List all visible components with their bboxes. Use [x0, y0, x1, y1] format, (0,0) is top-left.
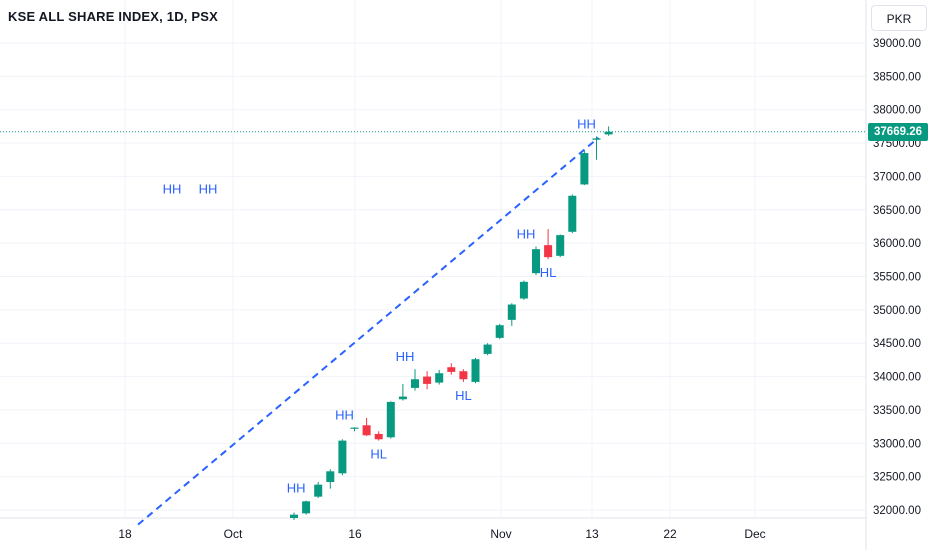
- candle-body: [507, 304, 516, 320]
- pattern-label: HH: [335, 407, 354, 422]
- price-tick-label: 36500.00: [873, 205, 921, 217]
- candle: [398, 383, 407, 401]
- candle-body: [519, 281, 528, 299]
- candle: [423, 371, 432, 390]
- price-tick-label: 36000.00: [873, 238, 921, 250]
- price-tick-label: 37000.00: [873, 171, 921, 183]
- candle: [386, 401, 395, 439]
- time-axis[interactable]: 18 Oct 16 Nov 13 22 Dec: [118, 527, 765, 541]
- candle-body: [326, 471, 335, 482]
- candle: [495, 323, 504, 340]
- price-tick-label: 38500.00: [873, 71, 921, 83]
- pattern-label: HH: [517, 226, 536, 241]
- candle-body: [423, 376, 432, 384]
- currency-button[interactable]: PKR: [871, 5, 927, 31]
- candle-body: [314, 484, 323, 497]
- candle-body: [435, 373, 444, 383]
- candle: [314, 481, 323, 498]
- candle: [435, 369, 444, 385]
- candle: [519, 280, 528, 300]
- pattern-label: HH: [199, 181, 218, 196]
- price-tick-label: 32500.00: [873, 472, 921, 484]
- candle: [374, 431, 383, 441]
- candle-body: [398, 396, 407, 400]
- candle-body: [568, 195, 577, 232]
- candle: [532, 246, 540, 276]
- pattern-label: HH: [577, 116, 596, 131]
- candle: [326, 469, 335, 489]
- chart-title: KSE ALL SHARE INDEX, 1D, PSX: [8, 9, 219, 24]
- price-tick-label: 37500.00: [873, 138, 921, 150]
- candle-body: [592, 138, 601, 140]
- price-tick-label: 33000.00: [873, 438, 921, 450]
- candle-body: [447, 367, 456, 372]
- candle-body: [495, 325, 504, 338]
- candle-body: [459, 371, 468, 380]
- last-price-label: 37669.26: [868, 123, 928, 141]
- candle: [447, 363, 456, 375]
- candle: [507, 303, 516, 326]
- price-tick-label: 38000.00: [873, 105, 921, 117]
- candle-body: [544, 245, 553, 258]
- price-tick-label: 34500.00: [873, 338, 921, 350]
- candle: [556, 234, 565, 258]
- candle-body: [374, 433, 383, 440]
- pattern-label: HH: [163, 181, 182, 196]
- candle-body: [471, 359, 480, 382]
- candle: [568, 194, 577, 234]
- annotations-layer: HH HH HL HH HL HH HL HH HH HH: [163, 116, 596, 495]
- candle-body: [532, 249, 540, 274]
- time-tick-label: 22: [663, 527, 677, 541]
- price-tick-label: 32000.00: [873, 505, 921, 517]
- pattern-label: HL: [540, 265, 557, 280]
- price-tick-label: 35500.00: [873, 272, 921, 284]
- pattern-label: HH: [396, 349, 415, 364]
- candle-body: [338, 440, 347, 474]
- price-tick-label: 35000.00: [873, 305, 921, 317]
- price-tick-label: 34000.00: [873, 372, 921, 384]
- pattern-label: HH: [287, 481, 306, 496]
- time-tick-label: Nov: [490, 527, 511, 541]
- candle: [302, 500, 311, 515]
- candle: [350, 427, 359, 432]
- candle-body: [483, 344, 492, 354]
- candle: [483, 343, 492, 356]
- candles-layer: [290, 126, 613, 521]
- trend-line-layer: [137, 136, 600, 526]
- candle: [290, 512, 298, 521]
- candle-body: [556, 235, 565, 256]
- candle-body: [290, 514, 298, 519]
- time-tick-label: Dec: [744, 527, 765, 541]
- candle: [411, 369, 419, 391]
- time-tick-label: Oct: [224, 527, 243, 541]
- candle-body: [386, 401, 395, 438]
- candle: [580, 149, 589, 186]
- time-tick-label: 13: [585, 527, 599, 541]
- candle: [471, 357, 480, 384]
- candle-body: [580, 153, 589, 185]
- candle: [604, 126, 613, 136]
- trend-line: [137, 136, 600, 526]
- candle-body: [362, 425, 371, 436]
- candle-body: [411, 379, 419, 388]
- price-axis[interactable]: 39000.00 38500.00 38000.00 37500.00 37000.00…: [873, 38, 921, 517]
- candle-body: [350, 427, 359, 429]
- candle: [544, 229, 553, 260]
- candle-body: [604, 131, 613, 135]
- candle: [459, 369, 468, 382]
- grid-lines: [0, 0, 866, 518]
- time-tick-label: 16: [348, 527, 362, 541]
- candle: [362, 417, 371, 436]
- price-tick-label: 33500.00: [873, 405, 921, 417]
- pattern-label: HL: [455, 388, 472, 403]
- candle: [592, 136, 601, 160]
- time-tick-label: 18: [118, 527, 132, 541]
- candle: [338, 439, 347, 476]
- price-tick-label: 39000.00: [873, 38, 921, 50]
- pattern-label: HL: [370, 447, 387, 462]
- candle-body: [302, 501, 311, 514]
